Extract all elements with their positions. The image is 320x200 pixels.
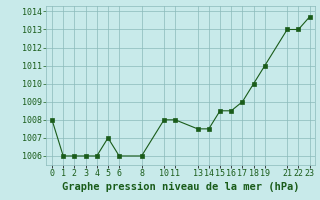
X-axis label: Graphe pression niveau de la mer (hPa): Graphe pression niveau de la mer (hPa) [62,182,300,192]
